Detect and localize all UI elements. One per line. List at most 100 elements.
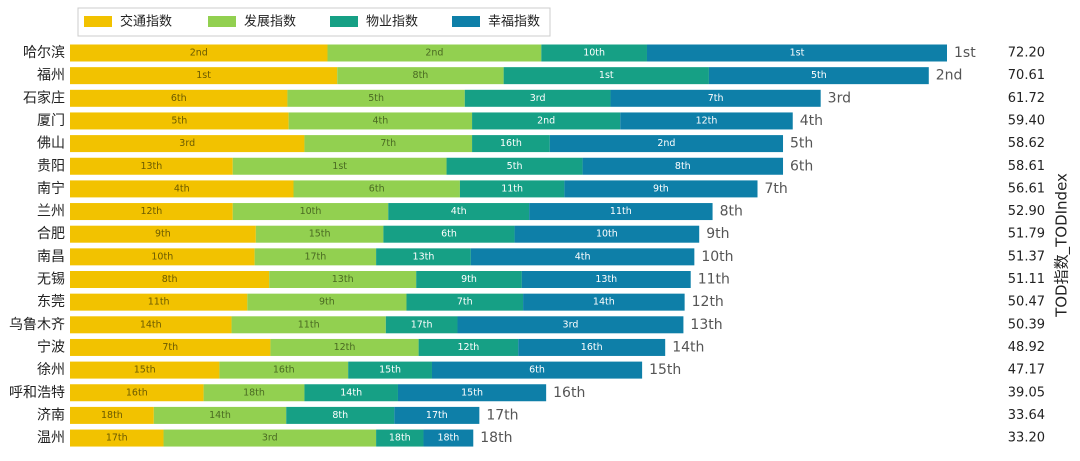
segment-rank: 15th <box>461 387 483 398</box>
category-label: 乌鲁木齐 <box>9 317 65 333</box>
total-value: 51.79 <box>1008 227 1045 242</box>
segment-rank: 2nd <box>425 48 443 59</box>
bar-segment <box>327 44 542 62</box>
bar-segment <box>472 135 550 153</box>
bar-segment <box>232 203 389 221</box>
legend-swatch <box>84 16 112 27</box>
segment-rank: 9th <box>155 229 171 240</box>
segment-rank: 13th <box>332 274 354 285</box>
segment-rank: 2nd <box>190 48 208 59</box>
segment-rank: 9th <box>653 183 669 194</box>
segment-rank: 6th <box>171 93 187 104</box>
bar-segment <box>288 112 473 130</box>
segment-rank: 14th <box>340 387 362 398</box>
bar-segment <box>153 406 287 424</box>
bar-segment <box>529 203 713 221</box>
segment-rank: 14th <box>209 410 231 421</box>
bar-segment <box>70 316 232 334</box>
bar-segment <box>70 429 164 447</box>
total-value: 61.72 <box>1008 91 1045 106</box>
overall-rank: 4th <box>800 113 823 129</box>
overall-rank: 7th <box>765 181 788 197</box>
bar-segment <box>549 135 784 153</box>
segment-rank: 15th <box>379 365 401 376</box>
segment-rank: 18th <box>437 433 459 444</box>
segment-rank: 6th <box>369 183 385 194</box>
total-value: 58.61 <box>1008 159 1045 174</box>
total-value: 58.62 <box>1008 136 1045 151</box>
overall-rank: 16th <box>553 385 585 401</box>
legend-swatch <box>330 16 358 27</box>
segment-rank: 9th <box>461 274 477 285</box>
segment-rank: 8th <box>413 70 429 81</box>
bar-segment <box>70 112 289 130</box>
bar-segment <box>610 89 821 107</box>
segment-rank: 13th <box>140 161 162 172</box>
bar-segment <box>70 406 154 424</box>
segment-rank: 10th <box>151 251 173 262</box>
category-label: 无锡 <box>37 272 65 288</box>
segment-rank: 10th <box>300 206 322 217</box>
segment-rank: 15th <box>134 365 156 376</box>
segment-rank: 11th <box>610 206 632 217</box>
segment-rank: 18th <box>243 387 265 398</box>
bar-segment <box>70 135 305 153</box>
category-label: 合肥 <box>37 226 65 242</box>
bar-segment <box>70 338 271 356</box>
bar-segment <box>397 384 547 402</box>
bar-segment <box>304 384 398 402</box>
segment-rank: 8th <box>332 410 348 421</box>
bar-segment <box>388 203 530 221</box>
segment-rank: 3rd <box>262 433 278 444</box>
overall-rank: 17th <box>486 407 518 423</box>
category-label: 济南 <box>37 407 65 423</box>
bar-segment <box>247 293 407 311</box>
segment-rank: 10th <box>596 229 618 240</box>
segment-rank: 16th <box>273 365 295 376</box>
bar-segment <box>232 157 447 175</box>
bar-segment <box>472 112 621 130</box>
segment-rank: 6th <box>441 229 457 240</box>
bar-segment <box>269 271 417 288</box>
bar-segment <box>521 271 691 288</box>
overall-rank: 10th <box>701 249 733 265</box>
bar-segment <box>470 248 695 266</box>
category-label: 南宁 <box>37 180 65 197</box>
segment-rank: 11th <box>298 319 320 330</box>
bar-segment <box>337 67 504 85</box>
bar-segment <box>503 67 709 85</box>
total-value: 56.61 <box>1008 181 1045 196</box>
bar-segment <box>203 384 305 402</box>
bar-segment <box>70 44 328 62</box>
overall-rank: 14th <box>672 339 704 355</box>
bar-segment <box>376 248 471 266</box>
bar-segment <box>286 406 395 424</box>
bar-segment <box>70 248 255 266</box>
bar-segment <box>270 338 419 356</box>
category-label: 呼和浩特 <box>9 385 65 401</box>
legend-swatch <box>208 16 236 27</box>
total-value: 70.61 <box>1008 68 1045 83</box>
segment-rank: 7th <box>457 297 473 308</box>
category-label: 温州 <box>37 430 65 446</box>
segment-rank: 18th <box>101 410 123 421</box>
overall-rank: 15th <box>649 362 681 378</box>
overall-rank: 11th <box>698 272 730 288</box>
category-label: 徐州 <box>37 362 65 378</box>
overall-rank: 1st <box>954 45 976 61</box>
overall-rank: 8th <box>720 204 743 220</box>
segment-rank: 8th <box>675 161 691 172</box>
legend-label: 物业指数 <box>366 15 418 30</box>
legend-swatch <box>452 16 480 27</box>
segment-rank: 6th <box>529 365 545 376</box>
bar-segment <box>459 180 565 198</box>
segment-rank: 14th <box>140 319 162 330</box>
category-label: 兰州 <box>37 204 65 220</box>
segment-rank: 18th <box>389 433 411 444</box>
category-label: 福州 <box>37 68 65 84</box>
bar-segment <box>541 44 647 62</box>
segment-rank: 15th <box>309 229 331 240</box>
category-label: 贵阳 <box>37 158 65 174</box>
overall-rank: 9th <box>706 226 729 242</box>
